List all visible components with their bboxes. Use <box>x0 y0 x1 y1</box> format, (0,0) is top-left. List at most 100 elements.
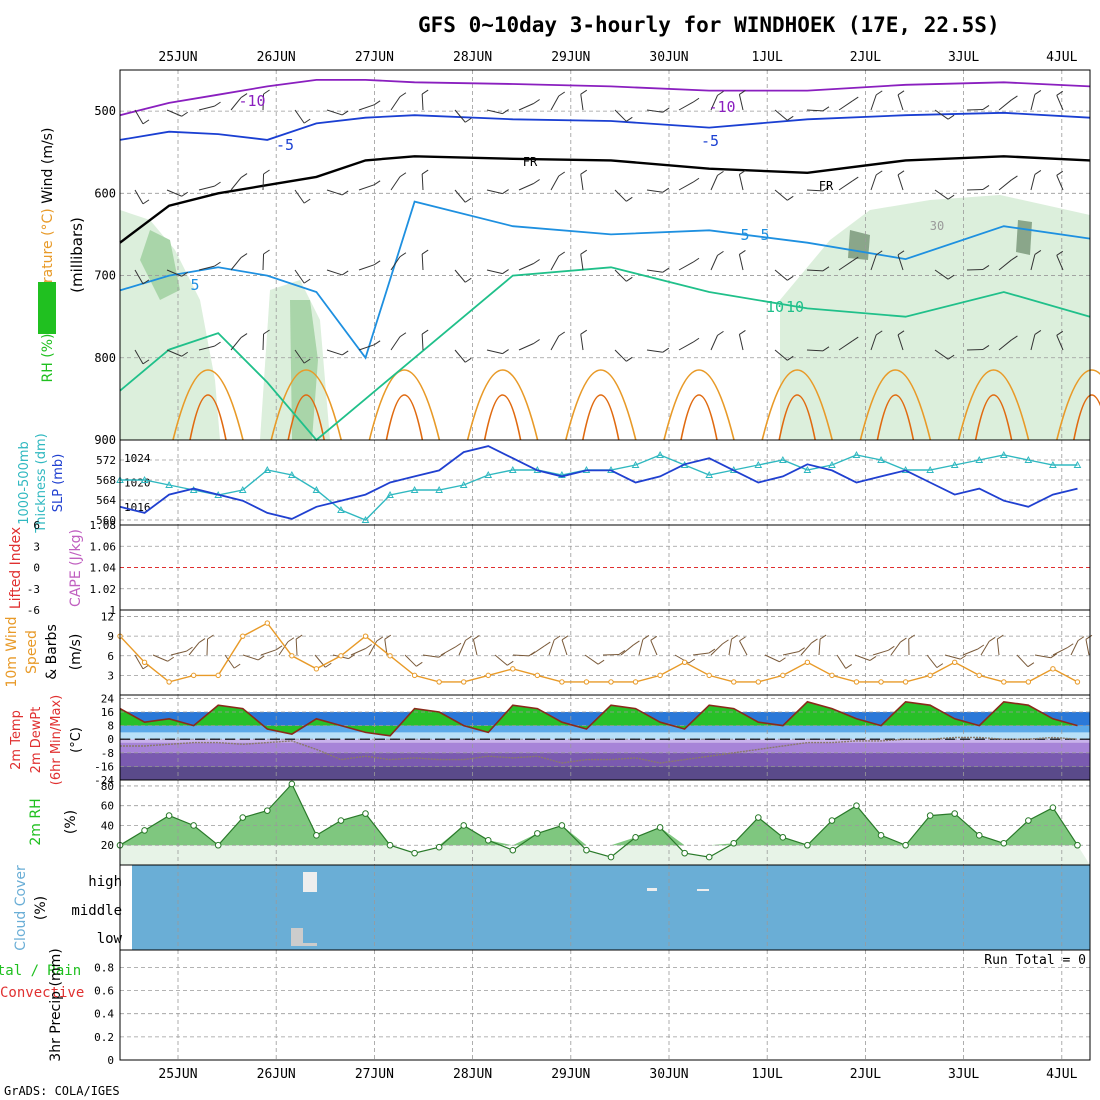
cloud-ylabel-2-part: (%) <box>33 896 49 920</box>
wind-barb-flag <box>717 170 724 176</box>
top-date-axis: 25JUN 26JUN 27JUN 28JUN 29JUN 30JUN 1JUL 2JUL 3J… <box>158 50 1077 65</box>
wind-barb-flag <box>553 635 561 641</box>
date-tick-label: 27JUN <box>355 1067 394 1082</box>
wind-speed-point <box>681 659 688 666</box>
wind-speed-point <box>1025 679 1032 685</box>
wind-barb-flag <box>982 265 990 270</box>
wind-barb <box>550 95 560 111</box>
rh-tick-label: 20 <box>101 839 114 852</box>
wind-barb <box>548 639 555 656</box>
wind-speed-point <box>559 679 565 685</box>
temperature-ylabel-3-part: (6hr Min/Max) <box>49 695 64 785</box>
cape-ylabel: CAPE (J/kg) <box>68 529 84 607</box>
date-tick-label: 3JUL <box>948 50 979 65</box>
wind-ylabel: 10m Wind <box>4 616 20 687</box>
rh-point <box>435 843 443 851</box>
wind-barb-flag <box>373 260 381 266</box>
wind-barb-flag <box>465 635 472 641</box>
temperature-tick-label: 8 <box>107 720 114 733</box>
date-tick-label: 3JUL <box>948 1067 979 1082</box>
wind-barb-flag <box>597 659 605 665</box>
cloud-block-low <box>303 943 317 946</box>
wind-barb-flag <box>897 330 905 336</box>
wind-barb-flag <box>142 199 150 205</box>
wind-barb-flag <box>181 271 189 277</box>
wind-barb-flag <box>1034 90 1042 95</box>
date-tick-label: 4JUL <box>1046 1067 1077 1082</box>
wind-barb-flag <box>708 648 716 654</box>
contour-label: 30 <box>930 219 944 233</box>
wind-ylabel-2-part: Speed <box>24 630 40 674</box>
rh-point <box>534 830 541 837</box>
wind-barb <box>134 189 144 205</box>
rh-point <box>755 814 762 821</box>
wind-barb <box>620 644 634 656</box>
wind-barb <box>326 269 343 276</box>
wind-barb <box>224 654 235 669</box>
thickness-tick-label: 572 <box>96 454 116 467</box>
pressure-tick-label: 500 <box>94 104 116 118</box>
wind-barb-flag <box>875 330 883 336</box>
wind-barb <box>421 253 424 271</box>
contour-15 <box>172 369 244 441</box>
temperature-tick-label: -16 <box>94 760 114 773</box>
wind-barb-flag <box>717 330 724 336</box>
wind-speed-point <box>436 679 442 685</box>
wind-barb <box>934 349 949 360</box>
thickness-ylabel-2-part: Thickness (dm) <box>34 433 49 533</box>
wind-barb <box>358 104 375 111</box>
date-tick-label: 25JUN <box>158 1067 197 1082</box>
wind-barb-flag <box>1011 335 1018 341</box>
wind-barb-flag <box>240 253 248 258</box>
slp-tick-label: 1016 <box>124 501 151 514</box>
wind-barb-flag <box>626 116 633 122</box>
contour-20 <box>385 394 424 441</box>
wind-barb <box>818 639 821 656</box>
wind-barb <box>166 349 182 357</box>
thickness-point <box>705 470 714 478</box>
wind-speed-point <box>976 672 982 679</box>
wind-barb-flag <box>341 110 349 116</box>
thickness-point <box>337 505 345 513</box>
wind-barb-flag <box>558 331 566 337</box>
rh-legend-swatch <box>38 282 56 334</box>
slp-ylabel: SLP (mb) <box>51 454 66 513</box>
thickness-tick-label: 564 <box>96 494 116 507</box>
thickness-point <box>950 460 959 468</box>
wind-barb-flag <box>897 90 905 96</box>
contour-20 <box>287 394 325 441</box>
wind-barb-flag <box>373 340 381 346</box>
contour-15 <box>1056 369 1100 441</box>
wind-barb <box>358 344 375 351</box>
wind-barb <box>1052 647 1068 656</box>
wind-speed-point <box>166 679 172 685</box>
wind-speed-point <box>387 653 393 659</box>
wind-barb-flag <box>692 257 700 263</box>
wind-barb-flag <box>1034 170 1042 175</box>
rh-shading-moderate <box>140 230 180 300</box>
cape-tick-label: 1.06 <box>90 540 117 553</box>
wind-barb-flag <box>533 339 540 344</box>
rh-point <box>975 832 983 839</box>
temperature-ylabel-2-part: 2m DewPt <box>29 707 44 774</box>
temperature-band <box>120 725 1090 733</box>
wind-barb-flag <box>580 169 588 175</box>
cloud-block-high <box>303 872 317 892</box>
wind-barb-flag <box>207 634 214 640</box>
wind-barb-flag <box>722 639 729 645</box>
rh-ylabel-part: 2m RH <box>28 798 44 845</box>
wind-barb-flag <box>908 634 915 640</box>
rh-line <box>119 782 1079 858</box>
lifted-index-tick-label: 3 <box>33 540 40 553</box>
rh-tick-label: 60 <box>101 800 114 813</box>
temperature-ylabel-4: (°C) <box>69 727 84 753</box>
wind-barb <box>934 269 949 280</box>
wind-barb-flag <box>1056 90 1064 96</box>
wind-barb <box>242 654 259 661</box>
date-tick-label: 26JUN <box>257 1067 296 1082</box>
rh-tick-label: 40 <box>101 819 114 832</box>
pressure-tick-label: 900 <box>94 433 116 447</box>
wind-barb <box>550 335 560 351</box>
rh-point <box>558 822 566 829</box>
wind-barb-flag <box>626 356 633 362</box>
